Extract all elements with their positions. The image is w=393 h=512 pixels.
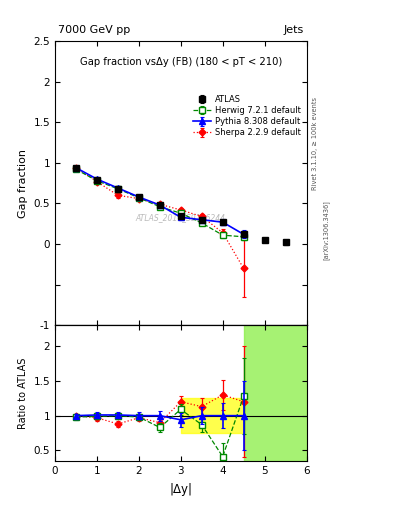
- Text: 7000 GeV pp: 7000 GeV pp: [57, 25, 130, 35]
- Text: Jets: Jets: [284, 25, 304, 35]
- Text: ATLAS_2011_S9126244: ATLAS_2011_S9126244: [136, 213, 226, 222]
- Text: Rivet 3.1.10, ≥ 100k events: Rivet 3.1.10, ≥ 100k events: [312, 97, 318, 190]
- Legend: ATLAS, Herwig 7.2.1 default, Pythia 8.308 default, Sherpa 2.2.9 default: ATLAS, Herwig 7.2.1 default, Pythia 8.30…: [191, 94, 302, 139]
- Y-axis label: Gap fraction: Gap fraction: [18, 148, 28, 218]
- X-axis label: |$\Delta$y|: |$\Delta$y|: [169, 481, 193, 498]
- Text: [arXiv:1306.3436]: [arXiv:1306.3436]: [322, 201, 329, 260]
- Y-axis label: Ratio to ATLAS: Ratio to ATLAS: [18, 357, 28, 429]
- Text: Gap fraction vsΔy (FB) (180 < pT < 210): Gap fraction vsΔy (FB) (180 < pT < 210): [80, 57, 282, 67]
